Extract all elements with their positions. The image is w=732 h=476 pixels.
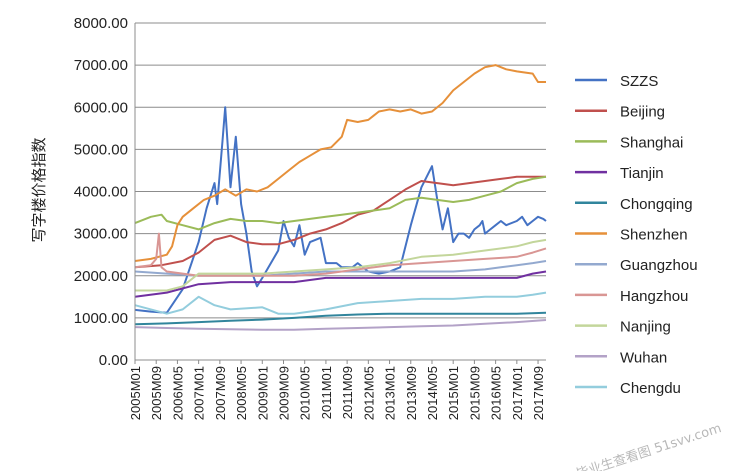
series-line-chengdu	[134, 291, 547, 315]
y-axis-label: 写字楼价格指数	[30, 137, 48, 242]
series-line-tianjin	[134, 270, 547, 298]
x-tick-label: 2011M01	[319, 366, 334, 419]
legend-label-shenzhen: Shenzhen	[620, 227, 688, 244]
x-tick-label: 2017M01	[510, 366, 525, 420]
legend-label-chongqing: Chongqing	[620, 196, 693, 213]
x-tick-label: 2014M05	[425, 366, 440, 420]
x-tick-label: 2006M05	[170, 366, 185, 420]
x-tick-label: 2011M09	[340, 366, 355, 419]
y-tick-label: 2000.00	[74, 268, 128, 285]
series-line-nanjing	[135, 238, 547, 292]
x-tick-label: 2007M01	[192, 366, 207, 420]
y-tick-label: 7000.00	[74, 57, 128, 74]
series-lines	[134, 64, 547, 331]
series-line-chongqing	[134, 311, 547, 326]
legend-label-nanjing: Nanjing	[620, 319, 671, 336]
watermark: 毕业生查看图 51svv.com	[574, 420, 723, 471]
x-tick-label: 2005M01	[128, 366, 143, 420]
x-tick-label: 2013M01	[383, 366, 398, 420]
x-tick-label: 2012M05	[361, 366, 376, 420]
series-line-shanghai	[134, 175, 547, 231]
legend: SZZS Beijing Shanghai Tianjin Chongqing Shenz…	[575, 73, 698, 397]
legend-label-beijing: Beijing	[620, 104, 665, 121]
y-tick-label: 6000.00	[74, 99, 128, 116]
legend-label-wuhan: Wuhan	[620, 349, 667, 366]
x-tick-label: 2010M05	[298, 366, 313, 420]
legend-label-hangzhou: Hangzhou	[620, 288, 688, 305]
x-tick-label: 2007M09	[213, 366, 228, 420]
x-tick-label: 2016M05	[489, 366, 504, 420]
x-tick-label: 2005M09	[149, 366, 164, 420]
axes: 0.00 1000.00 2000.00 3000.00 4000.00 5000.00 6…	[74, 15, 546, 420]
y-tick-label: 1000.00	[74, 310, 128, 327]
series-line-szzs	[134, 106, 547, 314]
legend-label-szzs: SZZS	[620, 73, 658, 90]
x-tick-label: 2008M05	[234, 366, 249, 420]
series-line-beijing	[134, 175, 546, 269]
x-tick-label: 2009M01	[255, 366, 270, 420]
legend-label-guangzhou: Guangzhou	[620, 257, 698, 274]
series-line-wuhan	[134, 319, 547, 331]
x-tick-label: 2013M09	[404, 366, 419, 420]
y-tick-label: 0.00	[99, 352, 128, 369]
y-tick-label: 4000.00	[74, 184, 128, 201]
series-line-hangzhou	[134, 232, 547, 277]
legend-label-shanghai: Shanghai	[620, 134, 683, 151]
y-tick-label: 5000.00	[74, 141, 128, 158]
legend-label-tianjin: Tianjin	[620, 165, 664, 182]
y-tick-label: 8000.00	[74, 15, 128, 32]
series-line-shenzhen	[134, 64, 546, 262]
x-tick-label: 2015M09	[467, 366, 482, 420]
x-tick-label: 2009M09	[276, 366, 291, 420]
x-tick-label: 2015M01	[446, 366, 461, 420]
x-tick-label: 2017M09	[531, 366, 546, 420]
legend-label-chengdu: Chengdu	[620, 380, 681, 397]
y-tick-label: 3000.00	[74, 226, 128, 243]
